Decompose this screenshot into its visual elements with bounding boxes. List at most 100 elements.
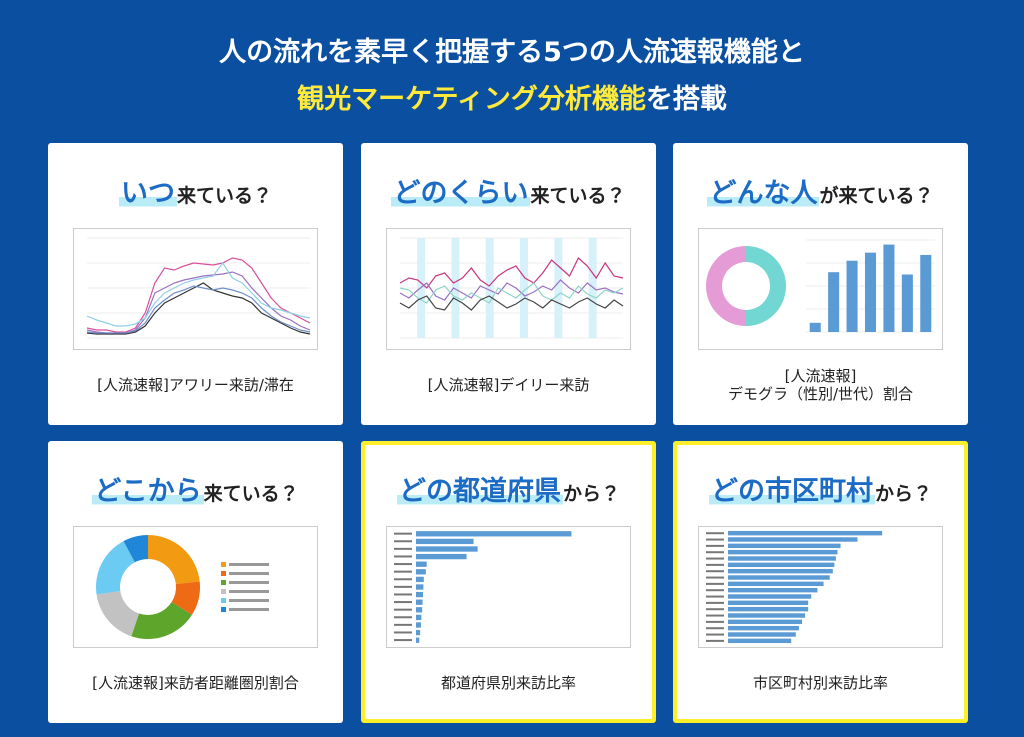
bar — [728, 613, 806, 618]
thumbnail-frame — [73, 228, 318, 350]
legend-swatch — [221, 562, 226, 567]
thumbnail — [73, 526, 318, 648]
card-title: いつ 来ている？ — [48, 171, 343, 210]
legend-swatch — [221, 607, 226, 612]
label-placeholder — [706, 551, 724, 554]
label-placeholder — [394, 608, 412, 611]
donut-slice — [746, 246, 786, 326]
weekend-band — [520, 238, 529, 338]
bar — [416, 538, 474, 545]
bar — [728, 638, 792, 644]
line-series — [86, 261, 311, 327]
header-highlight: 観光マーケティング分析機能 — [297, 84, 646, 115]
bar — [728, 562, 835, 568]
label-placeholder — [394, 570, 412, 573]
line-series — [399, 295, 624, 311]
label-placeholder — [706, 544, 724, 547]
label-placeholder — [706, 589, 724, 592]
bar — [920, 254, 932, 332]
thumbnail — [698, 228, 943, 350]
bar — [728, 587, 818, 593]
thumbnail — [698, 526, 943, 648]
label-placeholder — [706, 627, 724, 630]
header-line2: 観光マーケティング分析機能を搭載 — [0, 77, 1024, 116]
legend-swatch — [221, 580, 226, 585]
title-highlight: どのくらい — [391, 178, 531, 209]
label-placeholder — [394, 593, 412, 596]
card-caption: [人流速報] — [784, 367, 857, 385]
title-highlight: どの都道府県 — [396, 476, 563, 507]
label-placeholder — [706, 639, 724, 642]
bar — [416, 553, 467, 560]
line-series — [399, 279, 624, 301]
bar — [809, 322, 821, 332]
legend-swatch — [221, 571, 226, 576]
card-caption: 市区町村別来訪比率 — [752, 674, 888, 692]
title-rest: が来ている？ — [819, 185, 934, 207]
weekend-band — [485, 238, 494, 338]
label-placeholder — [706, 608, 724, 611]
bar — [728, 581, 824, 587]
label-placeholder — [706, 563, 724, 566]
card-caption: [人流速報]アワリー来訪/滞在 — [97, 376, 294, 394]
bar — [416, 599, 423, 605]
bar — [728, 594, 812, 599]
bar — [416, 607, 423, 613]
label-placeholder — [394, 555, 412, 558]
donut-slice — [96, 591, 140, 637]
card: どの市区町村 から？ 市区町村別来訪比率 — [673, 441, 968, 723]
label-placeholder — [394, 578, 412, 581]
donut-slice — [131, 602, 192, 639]
header-rest: を搭載 — [645, 84, 727, 115]
card-caption: [人流速報]来訪者距離圏別割合 — [92, 674, 299, 692]
card: どんな人 が来ている？ [人流速報] デモグラ（性別/世代）割合 — [673, 143, 968, 425]
label-placeholder — [394, 616, 412, 619]
thumbnail — [73, 228, 318, 350]
bar — [728, 632, 796, 637]
card: いつ 来ている？ [人流速報]アワリー来訪/滞在 — [48, 143, 343, 425]
weekend-band — [588, 238, 597, 338]
label-placeholder — [706, 557, 724, 560]
label-placeholder — [706, 582, 724, 585]
line-series — [86, 285, 311, 334]
weekend-band — [451, 238, 460, 338]
thumbnail — [386, 526, 631, 648]
thumbnail — [386, 228, 631, 350]
donut-slice — [96, 541, 135, 595]
label-placeholder — [394, 547, 412, 550]
card-caption: [人流速報]デイリー来訪 — [427, 376, 590, 394]
label-placeholder — [394, 585, 412, 588]
legend-placeholder — [229, 563, 269, 566]
bar — [728, 543, 841, 549]
title-rest: 来ている？ — [203, 483, 299, 505]
bar — [728, 575, 830, 580]
bar — [864, 252, 877, 332]
title-highlight: どんな人 — [707, 178, 820, 209]
card-title: どの都道府県 から？ — [365, 469, 652, 508]
bar — [416, 569, 426, 575]
bar — [416, 531, 572, 537]
label-placeholder — [706, 620, 724, 623]
title-rest: から？ — [562, 483, 620, 505]
card: どのくらい 来ている？ [人流速報]デイリー来訪 — [361, 143, 656, 425]
card-title: どこから 来ている？ — [48, 469, 343, 508]
bar — [416, 576, 424, 583]
bar — [901, 274, 913, 332]
bar — [728, 625, 799, 631]
bar — [728, 606, 809, 612]
bar — [416, 637, 420, 643]
line-series — [399, 282, 624, 304]
line-series — [86, 257, 311, 333]
donut-slice — [123, 535, 148, 563]
donut-slice — [706, 246, 746, 326]
legend-placeholder — [229, 608, 269, 611]
legend-placeholder — [229, 590, 269, 593]
legend-placeholder — [229, 581, 269, 584]
label-placeholder — [394, 623, 412, 626]
card-title: どんな人 が来ている？ — [673, 171, 968, 210]
bar — [846, 260, 858, 332]
label-placeholder — [706, 614, 724, 617]
bar — [728, 600, 809, 606]
bar — [728, 556, 836, 561]
title-rest: から？ — [874, 483, 932, 505]
